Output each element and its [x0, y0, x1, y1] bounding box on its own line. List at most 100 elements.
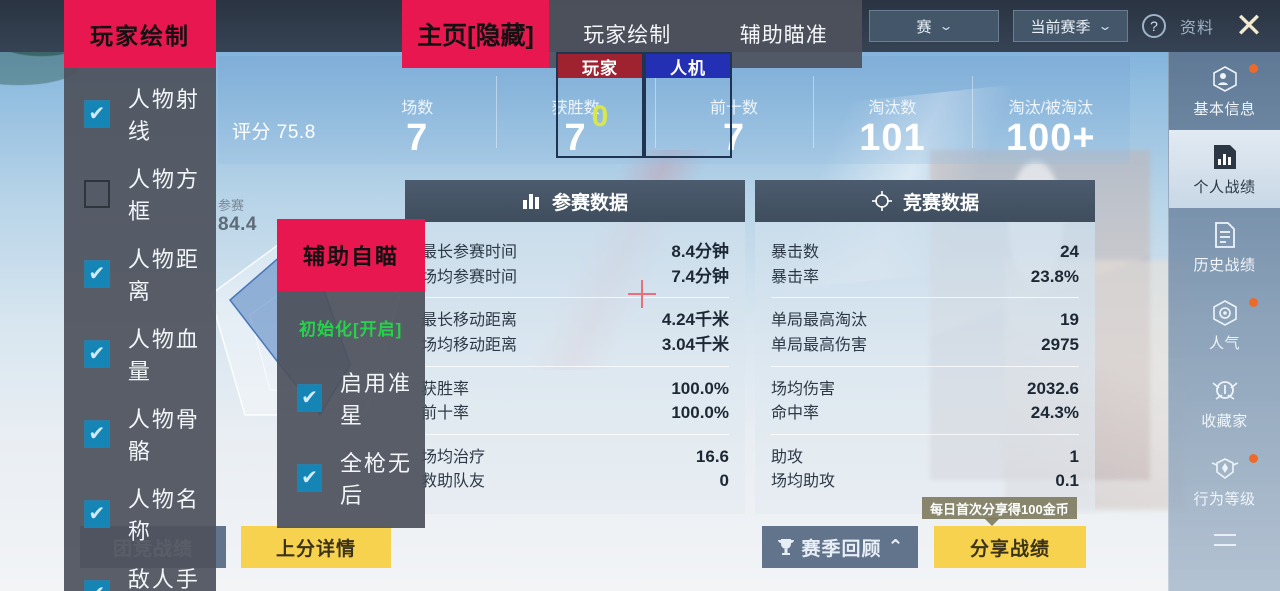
overlay-option-row[interactable]: ✔ 人物骨骼	[64, 394, 216, 474]
overlay-player-draw-options: ✔ 人物射线 人物方框 ✔ 人物距离 ✔ 人物血量 ✔ 人物骨骼 ✔ 人物名称	[64, 68, 216, 591]
overlay-aim-assist-title[interactable]: 辅助自瞄	[277, 219, 425, 291]
stat-row: 获胜率 100.0%	[421, 377, 729, 402]
overlay-option-row[interactable]: ✔ 人物距离	[64, 234, 216, 314]
bar-chart-icon	[522, 194, 539, 209]
more-icon[interactable]	[1169, 520, 1280, 560]
profile-tab-label[interactable]: 资料	[1179, 20, 1214, 37]
overlay-option-label: 人物射线	[127, 87, 200, 144]
stat-key: 场均伤害	[771, 380, 836, 398]
stat-value: 0	[719, 471, 729, 491]
sidebar-item-history-record[interactable]: 历史战绩	[1169, 208, 1280, 286]
match-type-dropdown[interactable]: 赛 ⌄	[868, 10, 999, 42]
stat-value: 1	[1069, 446, 1079, 466]
checkbox-checked-icon[interactable]: ✔	[84, 340, 110, 368]
overlay-aim-assist-panel: 辅助自瞄 初始化[开启] ✔ 启用准星 ✔ 全枪无后	[277, 219, 425, 528]
notification-dot	[1249, 64, 1258, 73]
combat-data-panel-header: 竞赛数据	[755, 180, 1095, 222]
checkbox-checked-icon[interactable]: ✔	[297, 464, 323, 492]
checkbox-checked-icon[interactable]: ✔	[84, 260, 110, 288]
match-type-dropdown-label: 赛	[916, 18, 932, 36]
radar-axis-name: 参赛	[218, 198, 245, 213]
sidebar-item-label: 个人战绩	[1193, 178, 1256, 196]
stat-value: 7	[564, 116, 587, 159]
stat-row: 场均治疗 16.6	[421, 445, 729, 470]
overlay-option-label: 人物骨骼	[127, 407, 200, 464]
stat-cell: 获胜数 7	[496, 56, 654, 164]
stat-label: 前十数	[710, 99, 759, 117]
match-data-panel-title: 参赛数据	[551, 192, 628, 214]
chevron-down-icon: ⌄	[938, 19, 955, 33]
overlay-option-row[interactable]: ✔ 人物血量	[64, 314, 216, 394]
stat-value: 19	[1060, 310, 1079, 330]
overlay-option-row[interactable]: ✔ 人物名称	[64, 474, 216, 554]
overlay-option-row[interactable]: ✔ 人物射线	[64, 74, 216, 154]
stat-label: 获胜数	[551, 99, 600, 117]
season-dropdown[interactable]: 当前赛季 ⌄	[1012, 10, 1128, 42]
share-reward-tooltip: 每日首次分享得100金币	[922, 497, 1077, 526]
stat-value: 7	[722, 116, 746, 159]
stat-row: 场均伤害 2032.6	[771, 377, 1079, 402]
stat-value: 100.0%	[671, 403, 729, 423]
sidebar-item-label: 收藏家	[1201, 412, 1248, 430]
stat-row: 助攻 1	[771, 445, 1079, 470]
overlay-player-draw-title[interactable]: 玩家绘制	[64, 0, 216, 68]
stat-group: 最长参赛时间 8.4分钟 场均参赛时间 7.4分钟	[421, 236, 729, 297]
radar-axis-label: 参赛 84.4	[218, 198, 257, 236]
rank-details-button[interactable]: 上分详情	[241, 526, 391, 568]
checkbox-checked-icon[interactable]: ✔	[84, 580, 110, 591]
chevron-up-icon: ⌃	[887, 536, 905, 558]
share-record-button[interactable]: 分享战绩	[934, 526, 1086, 568]
checkbox-checked-icon[interactable]: ✔	[84, 500, 110, 528]
overlay-tab-aim-assist[interactable]: 辅助瞄准	[739, 24, 828, 47]
right-sidebar: 基本信息 个人战绩 历史战绩	[1168, 52, 1280, 591]
top-bar-right-controls: 赛 ⌄ 当前赛季 ⌄ ? 资料 ✕	[868, 0, 1280, 52]
sidebar-item-collector[interactable]: 收藏家	[1169, 364, 1280, 442]
sidebar-item-basic-info[interactable]: 基本信息	[1169, 52, 1280, 130]
overlay-tab-player-draw[interactable]: 玩家绘制	[583, 24, 672, 47]
sidebar-item-personal-record[interactable]: 个人战绩	[1169, 130, 1280, 208]
overlay-option-row[interactable]: 人物方框	[64, 154, 216, 234]
checkbox-checked-icon[interactable]: ✔	[297, 384, 323, 412]
stat-key: 暴击数	[771, 244, 820, 261]
stat-row: 救助队友 0	[421, 469, 729, 494]
checkbox-checked-icon[interactable]: ✔	[84, 420, 110, 448]
overlay-option-row[interactable]: ✔ 全枪无后	[277, 438, 425, 518]
help-icon[interactable]: ?	[1141, 14, 1166, 38]
stat-row: 单局最高伤害 2975	[771, 333, 1079, 358]
stat-cell: 淘汰/被淘汰 100+	[971, 56, 1130, 164]
stat-value: 4.24千米	[661, 310, 729, 330]
stat-value: 100.0%	[671, 378, 729, 398]
stat-group: 获胜率 100.0% 前十率 100.0%	[421, 365, 729, 434]
notification-dot	[1249, 454, 1258, 463]
overlay-aim-status: 初始化[开启]	[299, 320, 403, 339]
overlay-option-label: 全枪无后	[340, 451, 413, 508]
stat-label: 淘汰/被淘汰	[1008, 99, 1094, 117]
profile-hex-icon	[1210, 64, 1240, 94]
checkbox-checked-icon[interactable]: ✔	[84, 100, 110, 128]
stat-value: 7	[406, 116, 429, 159]
stat-cell: 场数 7	[338, 56, 496, 164]
checkbox-unchecked-icon[interactable]	[84, 180, 110, 208]
sidebar-item-label: 历史战绩	[1193, 256, 1256, 274]
overlay-option-row[interactable]: ✔ 敌人手持	[64, 554, 216, 591]
stat-group: 最长移动距离 4.24千米 场均移动距离 3.04千米	[421, 297, 729, 365]
stat-key: 最长参赛时间	[421, 244, 518, 261]
sidebar-item-popularity[interactable]: 人气	[1169, 286, 1280, 364]
stat-value: 8.4分钟	[671, 242, 729, 261]
overlay-player-draw-panel: 玩家绘制 ✔ 人物射线 人物方框 ✔ 人物距离 ✔ 人物血量 ✔ 人物骨骼	[64, 0, 216, 591]
season-review-button[interactable]: 赛季回顾 ⌃	[762, 526, 918, 568]
crosshair-icon	[871, 191, 892, 211]
stat-value: 101	[859, 116, 926, 159]
sidebar-item-behavior-level[interactable]: 行为等级	[1169, 442, 1280, 520]
overlay-counter-value	[644, 78, 732, 158]
stat-row: 场均移动距离 3.04千米	[421, 333, 729, 358]
overlay-option-row[interactable]: ✔ 启用准星	[277, 358, 425, 438]
stat-key: 前十率	[421, 405, 470, 423]
close-icon[interactable]: ✕	[1234, 7, 1264, 45]
combat-data-panel: 竞赛数据 暴击数 24 暴击率 23.8% 单局最高淘汰 19 单局最高	[755, 180, 1095, 515]
overlay-home-button[interactable]: 主页[隐藏]	[402, 0, 549, 68]
behavior-shield-icon	[1210, 454, 1240, 484]
stat-value: 16.6	[695, 446, 729, 466]
overlay-counter-player: 玩家 0	[556, 52, 644, 158]
